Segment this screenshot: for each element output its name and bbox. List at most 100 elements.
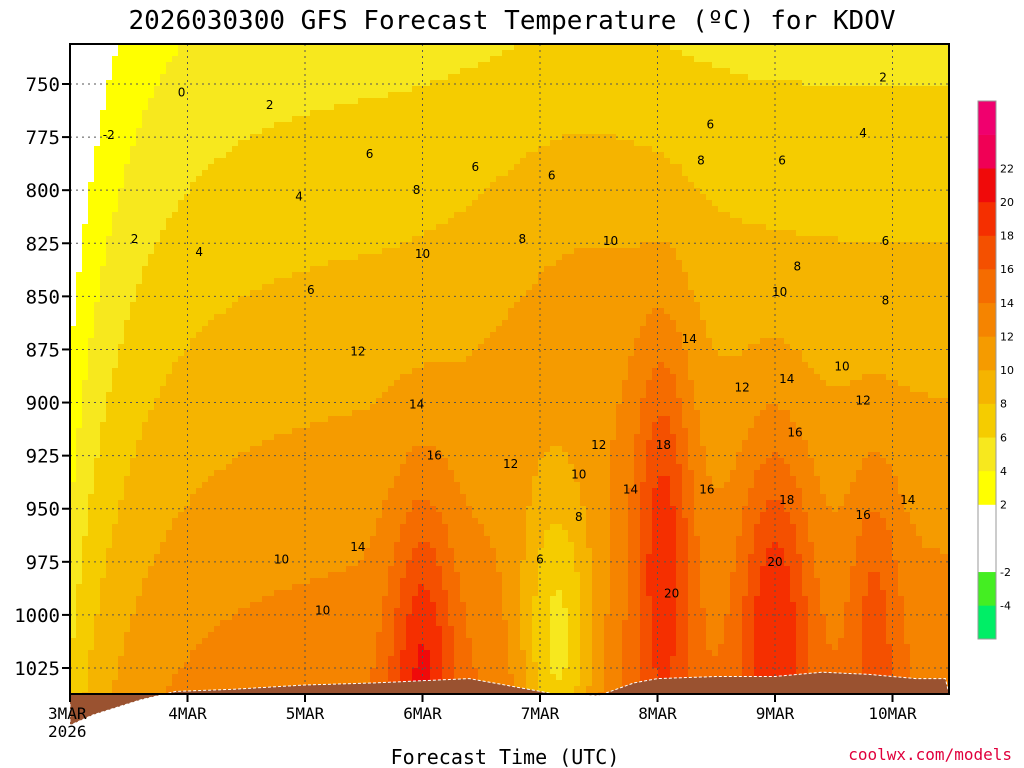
field-cell <box>262 374 269 381</box>
field-cell <box>304 74 311 81</box>
field-cell <box>94 230 101 237</box>
field-cell <box>328 50 335 57</box>
field-cell <box>250 110 257 117</box>
field-cell <box>112 248 119 255</box>
field-cell <box>196 512 203 519</box>
field-cell <box>136 86 143 93</box>
field-cell <box>310 302 317 309</box>
field-cell <box>298 50 305 57</box>
field-cell <box>322 674 329 681</box>
field-cell <box>256 332 263 339</box>
field-cell <box>154 500 161 507</box>
field-cell <box>100 494 107 501</box>
field-cell <box>322 332 329 339</box>
field-cell <box>190 386 197 393</box>
field-cell <box>100 122 107 129</box>
field-cell <box>106 554 113 561</box>
field-cell <box>184 602 191 609</box>
field-cell <box>124 656 131 663</box>
field-cell <box>88 554 95 561</box>
field-cell <box>226 188 233 195</box>
field-cell <box>142 56 149 63</box>
field-cell <box>226 650 233 657</box>
field-cell <box>94 62 101 69</box>
field-cell <box>76 656 83 663</box>
field-cell <box>328 482 335 489</box>
field-cell <box>184 128 191 135</box>
field-cell <box>226 638 233 645</box>
field-cell <box>124 62 131 69</box>
field-cell <box>82 188 89 195</box>
field-cell <box>340 530 347 537</box>
field-cell <box>304 314 311 321</box>
field-cell <box>202 602 209 609</box>
field-cell <box>310 212 317 219</box>
field-cell <box>106 302 113 309</box>
field-cell <box>256 248 263 255</box>
field-cell <box>172 476 179 483</box>
field-cell <box>184 428 191 435</box>
field-cell <box>274 446 281 453</box>
field-cell <box>256 242 263 249</box>
field-cell <box>256 158 263 165</box>
field-cell <box>334 470 341 477</box>
field-cell <box>172 50 179 57</box>
field-cell <box>76 404 83 411</box>
field-cell <box>124 590 131 597</box>
field-cell <box>244 434 251 441</box>
field-cell <box>256 170 263 177</box>
field-cell <box>124 68 131 75</box>
field-cell <box>304 236 311 243</box>
field-cell <box>208 380 215 387</box>
field-cell <box>100 332 107 339</box>
field-cell <box>316 374 323 381</box>
field-cell <box>178 368 185 375</box>
field-cell <box>154 158 161 165</box>
field-cell <box>292 146 299 153</box>
field-cell <box>70 110 77 117</box>
field-cell <box>124 488 131 495</box>
field-cell <box>82 158 89 165</box>
field-cell <box>112 290 119 297</box>
field-cell <box>310 242 317 249</box>
field-cell <box>160 536 167 543</box>
field-cell <box>256 50 263 57</box>
field-cell <box>202 524 209 531</box>
field-cell <box>148 494 155 501</box>
field-cell <box>184 248 191 255</box>
field-cell <box>148 332 155 339</box>
field-cell <box>244 404 251 411</box>
field-cell <box>118 380 125 387</box>
field-cell <box>292 110 299 117</box>
field-cell <box>280 200 287 207</box>
field-cell <box>88 230 95 237</box>
field-cell <box>124 536 131 543</box>
field-cell <box>76 56 83 63</box>
field-cell <box>262 266 269 273</box>
field-cell <box>82 500 89 507</box>
field-cell <box>190 668 197 675</box>
field-cell <box>316 362 323 369</box>
field-cell <box>214 164 221 171</box>
field-cell <box>166 152 173 159</box>
field-cell <box>256 512 263 519</box>
field-cell <box>322 428 329 435</box>
field-cell <box>304 212 311 219</box>
field-cell <box>94 428 101 435</box>
field-cell <box>124 518 131 525</box>
field-cell <box>106 44 113 51</box>
field-cell <box>208 86 215 93</box>
field-cell <box>328 524 335 531</box>
field-cell <box>76 110 83 117</box>
field-cell <box>130 620 137 627</box>
field-cell <box>208 116 215 123</box>
field-cell <box>232 470 239 477</box>
field-cell <box>202 116 209 123</box>
field-cell <box>226 320 233 327</box>
field-cell <box>280 164 287 171</box>
field-cell <box>268 584 275 591</box>
field-cell <box>166 116 173 123</box>
field-cell <box>214 80 221 87</box>
field-cell <box>190 518 197 525</box>
field-cell <box>154 116 161 123</box>
